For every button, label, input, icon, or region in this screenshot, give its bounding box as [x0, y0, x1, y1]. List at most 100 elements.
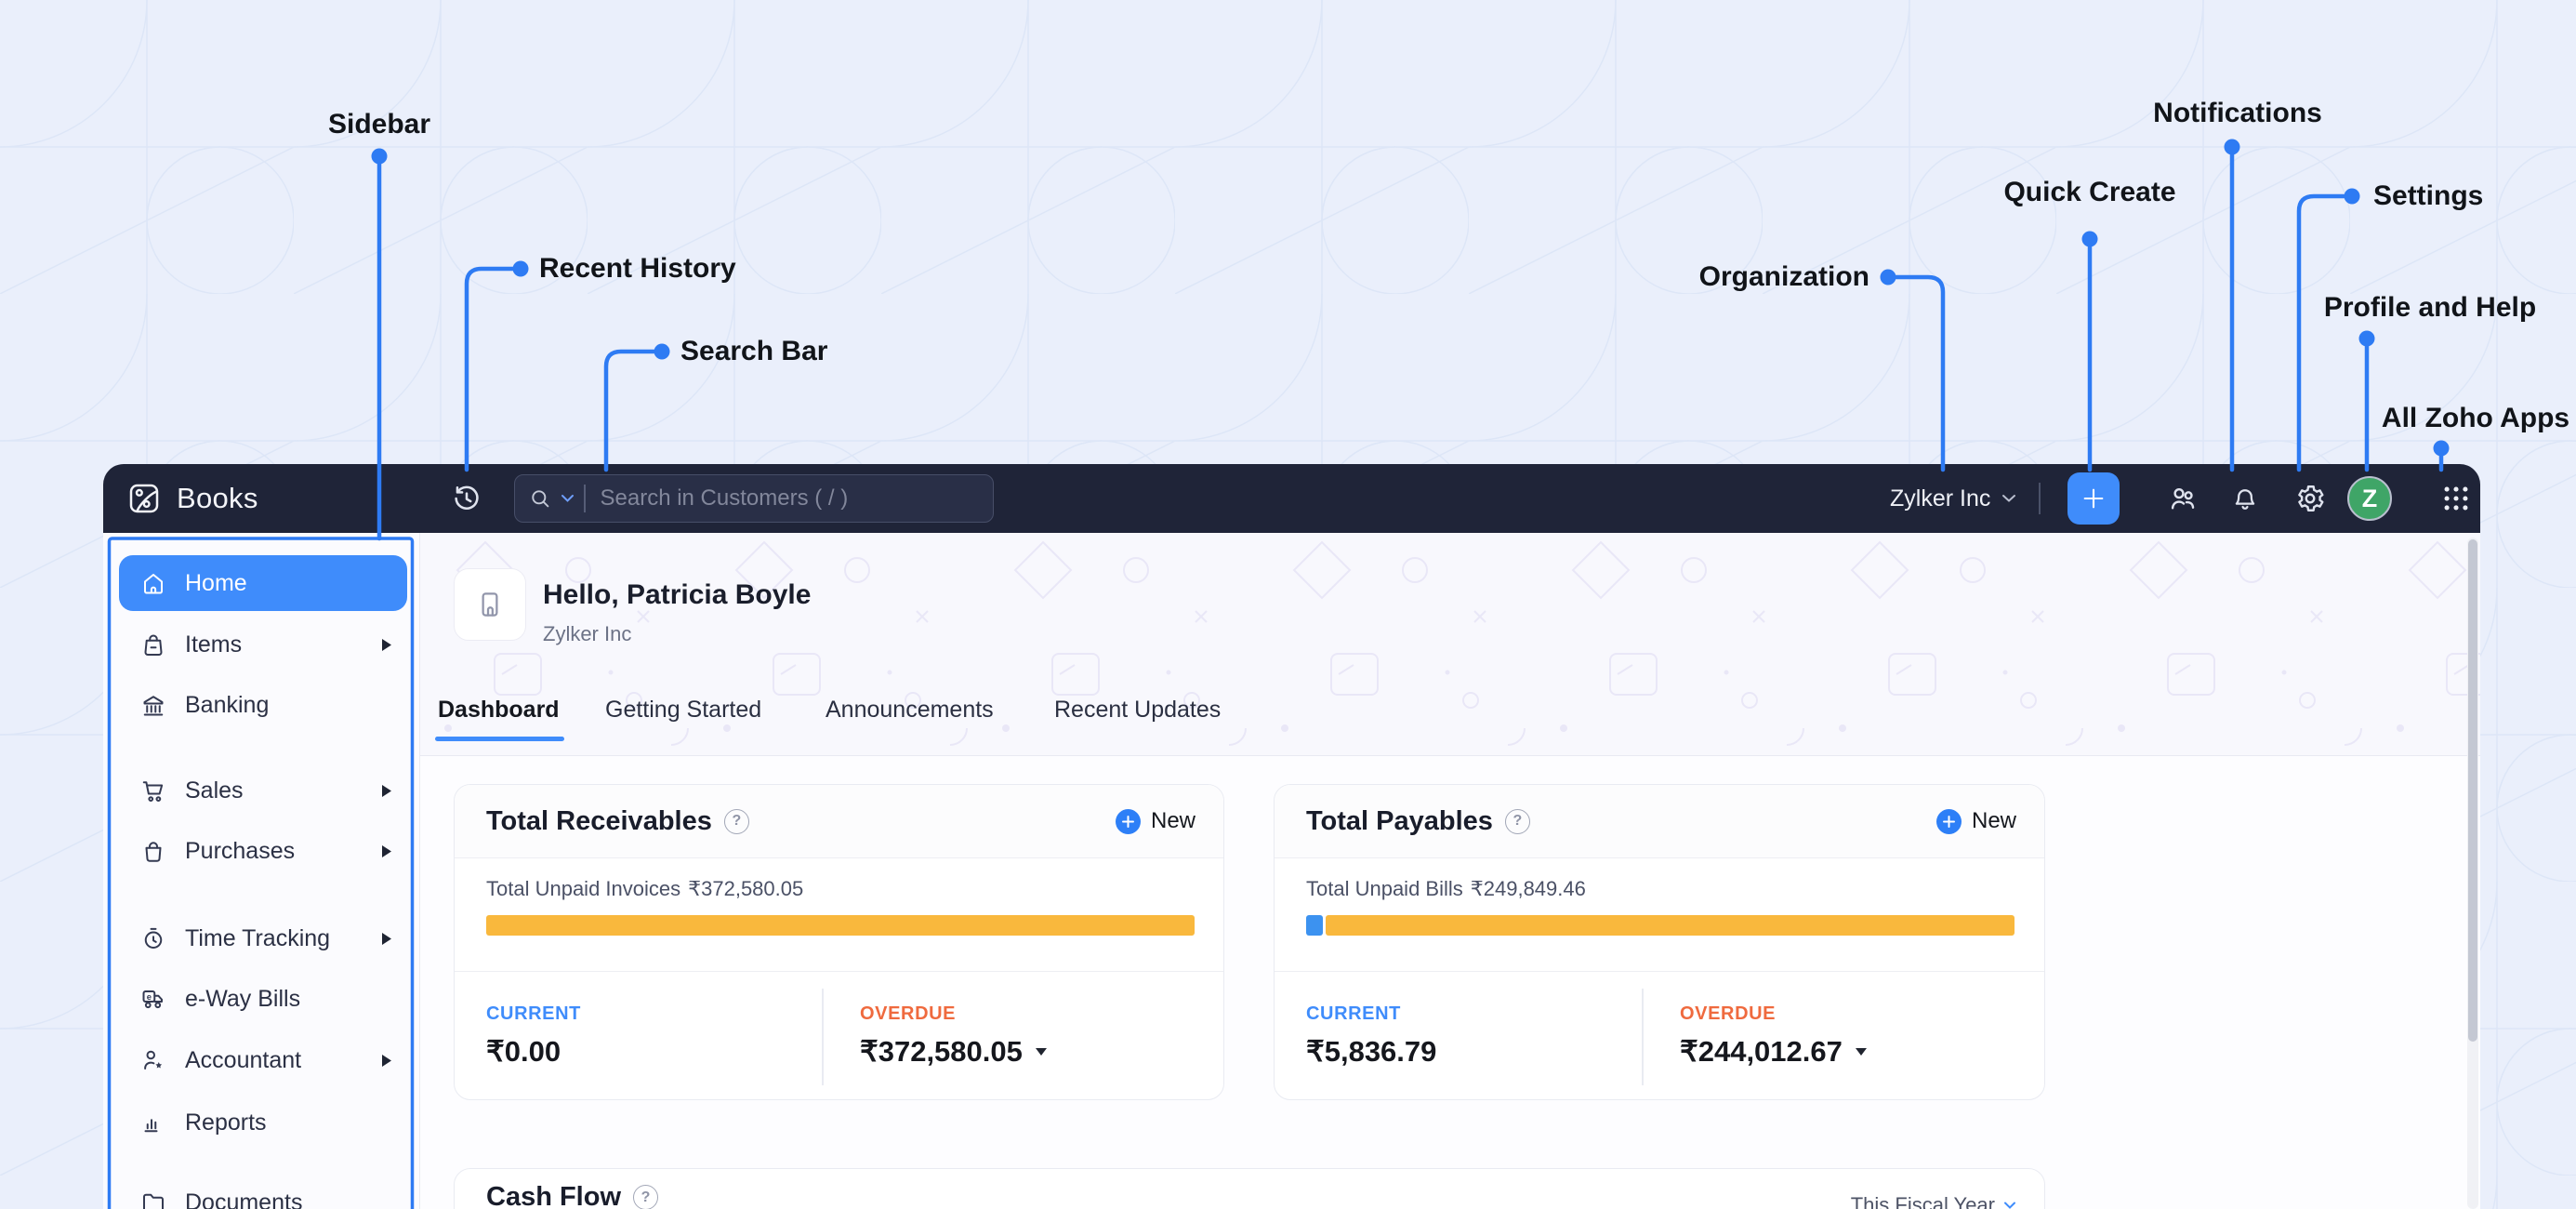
- search-scope-chevron-icon[interactable]: [561, 494, 575, 503]
- payables-breakdown: CURRENT ₹5,836.79 OVERDUE ₹244,012.67: [1275, 971, 2044, 1100]
- current-value: ₹5,836.79: [1306, 1035, 1437, 1068]
- all-zoho-apps-button[interactable]: [2424, 464, 2489, 533]
- sidebar-item-documents[interactable]: Documents: [119, 1175, 407, 1209]
- sidebar-item-reports[interactable]: Reports: [119, 1095, 407, 1150]
- sidebar-item-time-tracking[interactable]: Time Tracking: [119, 910, 407, 966]
- help-icon[interactable]: ?: [1504, 808, 1530, 834]
- search-divider: [584, 485, 586, 512]
- greeting: Hello, Patricia Boyle: [543, 579, 812, 610]
- stopwatch-icon: [144, 927, 163, 949]
- column-divider: [1642, 989, 1644, 1085]
- annotation-settings: Settings: [2373, 180, 2484, 211]
- annotation-organization: Organization: [1698, 261, 1869, 292]
- payables-current: CURRENT ₹5,836.79: [1306, 1003, 1436, 1069]
- tab-announcements[interactable]: Announcements: [826, 697, 994, 723]
- sidebar-item-accountant[interactable]: Accountant: [119, 1032, 407, 1088]
- sidebar-item-label: Purchases: [185, 837, 296, 864]
- books-logo-icon: [129, 484, 159, 513]
- annotation-all-zoho-apps: All Zoho Apps: [2381, 403, 2570, 433]
- current-label: CURRENT: [486, 1003, 581, 1024]
- receivables-title: Total Receivables: [486, 805, 712, 836]
- receivables-breakdown: CURRENT ₹0.00 OVERDUE ₹372,580.05: [455, 971, 1223, 1100]
- sidebar-item-purchases[interactable]: Purchases: [119, 823, 407, 879]
- purchases-bag-icon: [145, 842, 162, 862]
- sidebar-item-label: Sales: [185, 777, 244, 804]
- topbar-divider: [2039, 483, 2041, 514]
- notifications-button[interactable]: [2215, 464, 2275, 533]
- receivables-summary: Total Unpaid Invoices ₹372,580.05: [486, 877, 804, 900]
- new-invoice-button[interactable]: New: [1115, 808, 1196, 834]
- cart-icon: [142, 781, 164, 802]
- new-bill-button[interactable]: New: [1935, 808, 2016, 834]
- active-tab-underline: [435, 737, 564, 741]
- overdue-bar-segment: [486, 915, 1195, 936]
- settings-button[interactable]: [2279, 464, 2341, 533]
- cash-flow-card: Cash Flow ? This Fiscal Year: [454, 1168, 2045, 1209]
- users-icon: [2171, 488, 2195, 510]
- submenu-arrow-icon: [382, 932, 391, 945]
- new-label: New: [1971, 808, 2016, 833]
- caret-down-icon: [1855, 1048, 1867, 1056]
- quick-create-button[interactable]: [2067, 472, 2120, 525]
- annotation-quick-create: Quick Create: [2003, 177, 2176, 207]
- sidebar-item-banking[interactable]: Banking: [119, 677, 407, 733]
- avatar-letter: Z: [2361, 484, 2378, 512]
- tab-getting-started[interactable]: Getting Started: [605, 697, 762, 723]
- sidebar-item-label: Time Tracking: [185, 924, 331, 951]
- profile-avatar[interactable]: Z: [2347, 476, 2392, 521]
- org-avatar: [454, 568, 526, 641]
- overdue-label: OVERDUE: [1680, 1003, 1777, 1024]
- bar-chart-icon: [144, 1119, 158, 1133]
- scrollbar-thumb[interactable]: [2468, 539, 2477, 1042]
- sidebar-item-sales[interactable]: Sales: [119, 763, 407, 818]
- sidebar-item-label: Reports: [185, 1109, 267, 1136]
- cash-flow-header: Cash Flow ?: [486, 1182, 659, 1209]
- bank-icon: [143, 696, 164, 716]
- payables-card-header: Total Payables ? New: [1275, 785, 2044, 858]
- annotation-search-bar: Search Bar: [680, 336, 828, 366]
- referral-users-button[interactable]: [2152, 464, 2213, 533]
- chevron-down-icon: [2002, 495, 2016, 502]
- global-search[interactable]: [514, 474, 994, 523]
- apps-grid-icon: [2444, 486, 2468, 511]
- books-logo[interactable]: Books: [125, 464, 258, 533]
- plus-icon: [1935, 808, 1962, 834]
- eway-truck-icon: e: [142, 990, 163, 1009]
- sidebar-item-home[interactable]: Home: [119, 555, 407, 611]
- sidebar-item-label: Home: [185, 569, 247, 596]
- overdue-value-dropdown[interactable]: ₹372,580.05: [860, 1035, 1048, 1069]
- submenu-arrow-icon: [382, 638, 391, 651]
- svg-text:e: e: [147, 992, 152, 1002]
- document-icon: [482, 592, 498, 617]
- tab-dashboard[interactable]: Dashboard: [438, 697, 560, 723]
- receivables-progress-bar: [486, 915, 1195, 936]
- submenu-arrow-icon: [382, 784, 391, 797]
- search-input[interactable]: [598, 485, 980, 512]
- doodle-pattern: [420, 533, 2480, 754]
- bell-icon: [2235, 489, 2255, 510]
- sidebar-item-eway-bills[interactable]: e e-Way Bills: [119, 971, 407, 1027]
- organization-switcher[interactable]: Zylker Inc: [1890, 464, 2016, 533]
- help-icon[interactable]: ?: [633, 1185, 659, 1209]
- annotation-sidebar: Sidebar: [327, 109, 431, 140]
- scrollbar-track[interactable]: [2467, 538, 2478, 1209]
- tab-recent-updates[interactable]: Recent Updates: [1054, 697, 1222, 723]
- sidebar-item-items[interactable]: Items: [119, 617, 407, 672]
- accountant-icon: [144, 1050, 163, 1070]
- top-navigation-bar: Books Zylker Inc: [103, 464, 2480, 533]
- search-icon: [532, 489, 549, 507]
- fiscal-year-selector[interactable]: This Fiscal Year: [1851, 1193, 2016, 1209]
- sidebar-item-label: Items: [185, 631, 243, 658]
- folder-icon: [143, 1193, 164, 1209]
- help-icon[interactable]: ?: [723, 808, 749, 834]
- overdue-value-dropdown[interactable]: ₹244,012.67: [1680, 1035, 1868, 1069]
- total-payables-card: Total Payables ? New Total Unpaid Bills …: [1274, 784, 2045, 1100]
- column-divider: [822, 989, 824, 1085]
- current-bar-segment: [1306, 915, 1324, 936]
- recent-history-button[interactable]: [434, 464, 499, 533]
- plus-icon: [1115, 808, 1141, 834]
- main-content: Hello, Patricia Boyle Zylker Inc Dashboa…: [420, 533, 2480, 1209]
- chevron-down-icon: [2004, 1202, 2015, 1209]
- organization-name: Zylker Inc: [1890, 485, 1991, 512]
- receivables-current: CURRENT ₹0.00: [486, 1003, 581, 1069]
